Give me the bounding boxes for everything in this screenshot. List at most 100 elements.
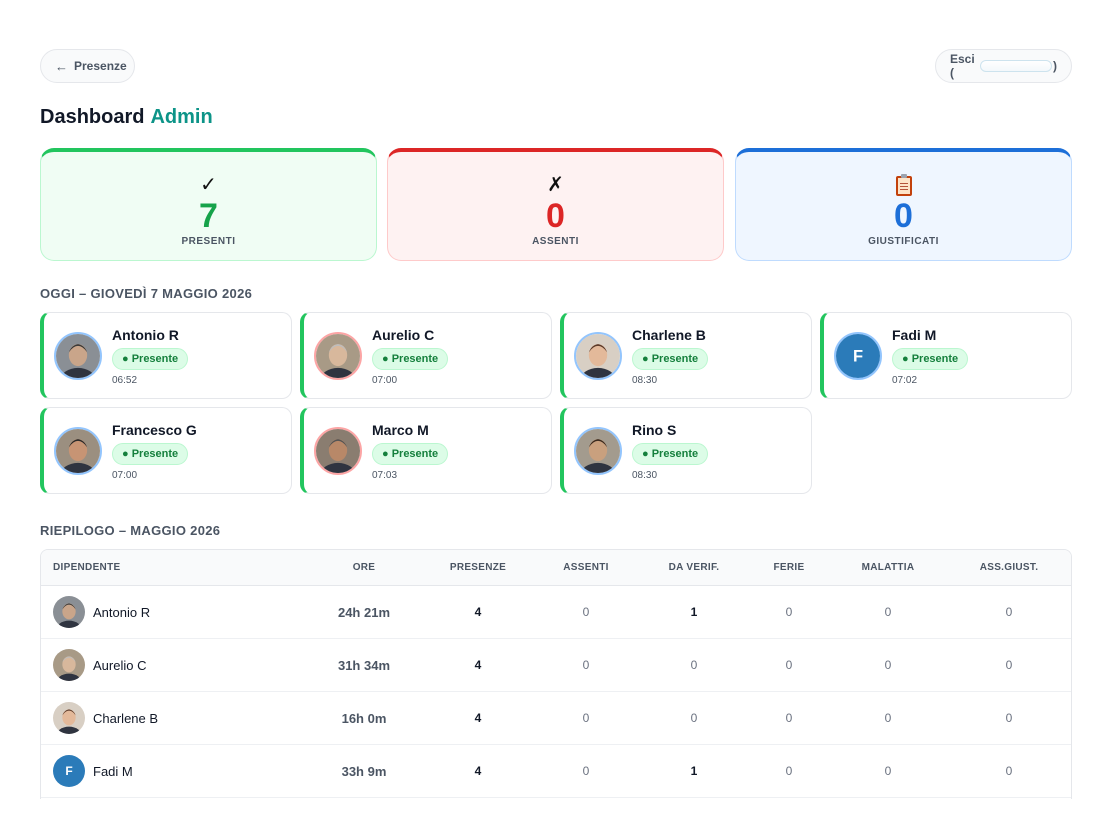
top-bar: ← Presenze Esci ( ): [40, 49, 1072, 83]
attendance-card[interactable]: Francesco G ● Presente 07:00: [40, 407, 292, 494]
logout-label-suffix: ): [1053, 59, 1057, 73]
cell-ass-giust: 0: [1005, 605, 1013, 619]
cell-presenze: 4: [474, 605, 482, 619]
cross-icon: ✗: [547, 174, 564, 196]
summary-table: DIPENDENTE ORE PRESENZE ASSENTI DA VERIF…: [40, 549, 1072, 799]
cell-ferie: 0: [785, 711, 793, 725]
employee-name: Antonio R: [93, 605, 151, 620]
employee-name: Charlene B: [93, 711, 159, 726]
cell-hours: 16h 0m: [341, 711, 387, 726]
stat-justified-value: 0: [894, 197, 913, 235]
cell-da-verif: 1: [690, 764, 698, 778]
logout-user-placeholder: [980, 60, 1052, 72]
attendance-card[interactable]: Aurelio C ● Presente 07:00: [300, 312, 552, 399]
status-badge: ● Presente: [112, 348, 189, 370]
avatar: [314, 332, 362, 380]
stat-card-justified: 0 GIUSTIFICATI: [735, 148, 1072, 261]
cell-presenze: 4: [474, 658, 482, 672]
cell-assenti: 0: [582, 711, 590, 725]
attendance-card[interactable]: F Fadi M ● Presente 07:02: [820, 312, 1072, 399]
avatar: [314, 427, 362, 475]
employee-name: Francesco G: [112, 422, 197, 438]
employee-name: Aurelio C: [93, 658, 147, 673]
table-row[interactable]: F Fadi M 33h 9m 4 0 1 0 0 0: [41, 745, 1071, 798]
cell-malattia: 0: [884, 711, 892, 725]
back-button-label: Presenze: [74, 59, 127, 73]
col-malattia[interactable]: MALATTIA: [861, 562, 915, 573]
stat-absent-value: 0: [546, 197, 565, 235]
cell-assenti: 0: [582, 605, 590, 619]
check-in-time: 07:03: [372, 470, 398, 481]
attendance-card[interactable]: Charlene B ● Presente 08:30: [560, 312, 812, 399]
avatar: [53, 649, 85, 681]
table-row[interactable]: Aurelio C 31h 34m 4 0 0 0 0 0: [41, 639, 1071, 692]
check-in-time: 07:00: [372, 375, 398, 386]
avatar: [574, 427, 622, 475]
logout-button[interactable]: Esci ( ): [935, 49, 1072, 83]
cell-ass-giust: 0: [1005, 711, 1013, 725]
cell-assenti: 0: [582, 658, 590, 672]
today-heading: OGGI – GIOVEDÌ 7 MAGGIO 2026: [40, 286, 253, 301]
employee-name: Fadi M: [892, 327, 937, 343]
cell-presenze: 4: [474, 764, 482, 778]
clipboard-icon: [895, 173, 912, 196]
page-title-accent: Admin: [150, 106, 213, 128]
table-header: DIPENDENTE ORE PRESENZE ASSENTI DA VERIF…: [41, 550, 1071, 586]
page-title: Dashboard Admin: [40, 106, 213, 129]
cell-presenze: 4: [474, 711, 482, 725]
cell-hours: 24h 21m: [337, 605, 391, 620]
employee-name: Marco M: [372, 422, 429, 438]
employee-name: Antonio R: [112, 327, 179, 343]
col-ass-giust[interactable]: ASS.GIUST.: [979, 562, 1039, 573]
page-title-main: Dashboard: [40, 106, 145, 128]
stat-card-absent: ✗ 0 ASSENTI: [387, 148, 724, 261]
cell-ferie: 0: [785, 605, 793, 619]
stat-card-present: ✓ 7 PRESENTI: [40, 148, 377, 261]
status-badge: ● Presente: [632, 348, 709, 370]
status-badge: ● Presente: [372, 443, 449, 465]
cell-assenti: 0: [582, 764, 590, 778]
avatar: [53, 596, 85, 628]
col-dipendente[interactable]: DIPENDENTE: [53, 562, 121, 573]
cell-hours: 33h 9m: [341, 764, 387, 779]
avatar: [54, 332, 102, 380]
cell-ferie: 0: [785, 658, 793, 672]
attendance-card[interactable]: Rino S ● Presente 08:30: [560, 407, 812, 494]
svg-text:F: F: [65, 764, 72, 778]
table-row[interactable]: Charlene B 16h 0m 4 0 0 0 0 0: [41, 692, 1071, 745]
col-assenti[interactable]: ASSENTI: [563, 562, 609, 573]
check-in-time: 07:02: [892, 375, 918, 386]
attendance-card[interactable]: Marco M ● Presente 07:03: [300, 407, 552, 494]
employee-name: Fadi M: [93, 764, 133, 779]
stat-present-value: 7: [199, 197, 218, 235]
status-badge: ● Presente: [112, 443, 189, 465]
status-badge: ● Presente: [632, 443, 709, 465]
col-ferie[interactable]: FERIE: [773, 562, 805, 573]
col-da-verif[interactable]: DA VERIF.: [668, 562, 720, 573]
stat-absent-label: ASSENTI: [532, 236, 579, 247]
attendance-card[interactable]: Antonio R ● Presente 06:52: [40, 312, 292, 399]
cell-malattia: 0: [884, 605, 892, 619]
cell-da-verif: 1: [690, 605, 698, 619]
check-in-time: 06:52: [112, 375, 138, 386]
status-badge: ● Presente: [372, 348, 449, 370]
status-badge: ● Presente: [892, 348, 969, 370]
avatar: F: [834, 332, 882, 380]
col-ore[interactable]: ORE: [352, 562, 376, 573]
avatar: [574, 332, 622, 380]
stat-justified-label: GIUSTIFICATI: [868, 236, 939, 247]
cell-ass-giust: 0: [1005, 764, 1013, 778]
table-row[interactable]: Antonio R 24h 21m 4 0 1 0 0 0: [41, 586, 1071, 639]
cell-malattia: 0: [884, 764, 892, 778]
cell-ferie: 0: [785, 764, 793, 778]
cell-da-verif: 0: [690, 711, 698, 725]
avatar: F: [53, 755, 85, 787]
col-presenze[interactable]: PRESENZE: [449, 562, 507, 573]
svg-text:F: F: [853, 348, 863, 366]
employee-name: Rino S: [632, 422, 677, 438]
cell-malattia: 0: [884, 658, 892, 672]
cell-da-verif: 0: [690, 658, 698, 672]
check-in-time: 08:30: [632, 470, 658, 481]
back-button[interactable]: ← Presenze: [40, 49, 135, 83]
avatar: [53, 702, 85, 734]
